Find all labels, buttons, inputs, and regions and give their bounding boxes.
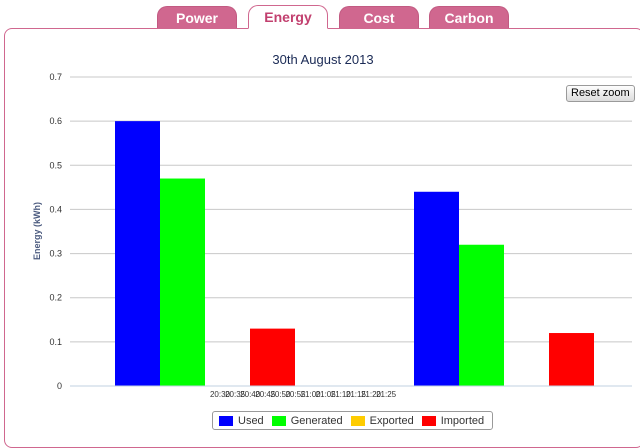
reset-zoom-button[interactable]: Reset zoom (566, 85, 635, 102)
x-tick-label: 20:50 (270, 390, 291, 399)
legend-item-exported[interactable]: Exported (350, 414, 414, 427)
legend-swatch (350, 415, 365, 426)
x-tick-label: 20:40 (240, 390, 261, 399)
energy-chart: 30th August 2013 Energy (kWh) 0 0.1 0.2 0.3… (32, 52, 632, 399)
y-tick-label: 0.5 (49, 160, 62, 170)
y-axis-label: Energy (kWh) (32, 202, 42, 260)
y-axis-ticks: 0 0.1 0.2 0.3 0.4 0.5 0.6 0.7 (49, 72, 62, 391)
x-tick-label: 21:00 (301, 390, 322, 399)
bars (115, 121, 594, 387)
bar-used-1[interactable] (414, 191, 459, 386)
legend-label: Generated (290, 414, 343, 427)
y-tick-label: 0.3 (49, 249, 62, 259)
legend-swatch (421, 415, 436, 426)
x-tick-label: 21:05 (316, 390, 337, 399)
x-tick-label: 21:15 (346, 390, 367, 399)
tab-energy[interactable]: Energy (248, 5, 328, 29)
chart-legend: Used Generated Exported Imported (212, 411, 494, 430)
x-tick-label: 21:20 (361, 390, 382, 399)
x-tick-label: 20:45 (255, 390, 276, 399)
tab-power[interactable]: Power (157, 6, 237, 28)
x-tick-label: 20:55 (285, 390, 306, 399)
y-tick-label: 0.4 (49, 204, 62, 214)
x-tick-label: 21:25 (376, 390, 397, 399)
y-tick-label: 0.2 (49, 293, 62, 303)
tab-cost[interactable]: Cost (339, 6, 419, 28)
y-tick-label: 0 (57, 381, 62, 391)
x-tick-label: 20:35 (225, 390, 246, 399)
tab-bar: Power Energy Cost Carbon (0, 0, 640, 29)
legend-item-used[interactable]: Used (219, 415, 264, 427)
tab-carbon[interactable]: Carbon (429, 6, 509, 28)
legend-label: Imported (440, 414, 485, 427)
chart-panel (4, 28, 640, 448)
legend-item-imported[interactable]: Imported (421, 414, 485, 427)
bar-used-0[interactable] (115, 121, 160, 387)
x-tick-label: 20:30 (210, 390, 231, 399)
legend-swatch (219, 415, 233, 426)
legend-label: Exported (369, 414, 414, 427)
x-axis-ticks: 20:3020:3520:4020:4520:5020:5521:0021:05… (210, 390, 397, 399)
legend-item-generated[interactable]: Generated (271, 414, 343, 427)
legend-label: Used (238, 414, 264, 427)
chart-title: 30th August 2013 (272, 52, 373, 67)
bar-generated-1[interactable] (459, 244, 504, 386)
bar-imported-0[interactable] (250, 328, 295, 386)
bar-generated-0[interactable] (160, 178, 205, 386)
x-tick-label: 21:10 (331, 390, 352, 399)
bar-imported-1[interactable] (549, 333, 594, 386)
y-tick-label: 0.6 (49, 116, 62, 126)
y-tick-label: 0.7 (49, 72, 62, 82)
y-tick-label: 0.1 (49, 337, 62, 347)
legend-swatch (271, 415, 286, 426)
